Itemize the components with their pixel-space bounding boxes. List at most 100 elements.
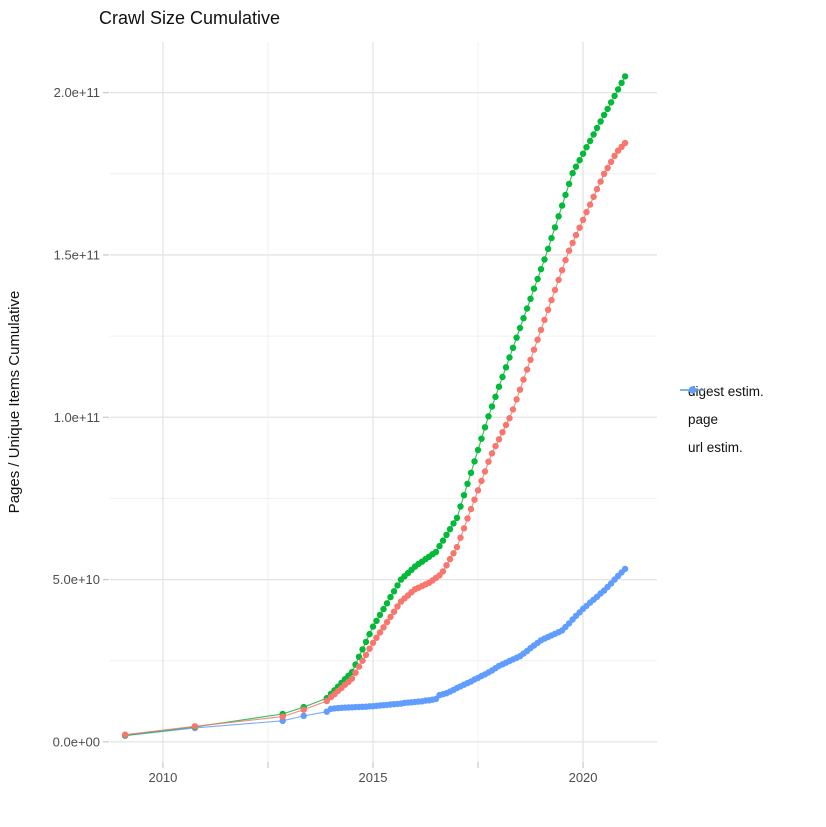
data-point-digest-estim <box>352 669 359 676</box>
data-point-page <box>376 611 384 619</box>
data-point-digest-estim <box>376 629 384 636</box>
data-point-page <box>555 213 562 220</box>
data-point-page <box>534 275 541 283</box>
data-point-url-estim <box>621 565 629 573</box>
data-point-digest-estim <box>583 208 590 216</box>
data-point-page <box>464 480 471 487</box>
data-point-page <box>530 285 538 292</box>
data-point-digest-estim <box>464 515 471 522</box>
data-point-digest-estim <box>450 550 457 557</box>
data-point-digest-estim <box>300 706 307 713</box>
data-point-digest-estim <box>348 675 356 682</box>
data-point-digest-estim <box>359 657 366 664</box>
y-tick-label: 2.0e+11 <box>54 85 100 100</box>
data-point-digest-estim <box>534 336 541 343</box>
data-point-digest-estim <box>471 496 478 503</box>
data-point-digest-estim <box>565 247 573 254</box>
data-point-page <box>478 435 485 442</box>
data-point-digest-estim <box>611 152 618 160</box>
data-point-digest-estim <box>544 306 552 313</box>
data-point-page <box>502 364 510 371</box>
data-point-digest-estim <box>499 429 506 436</box>
data-point-digest-estim <box>530 346 538 353</box>
data-point-page <box>390 588 398 595</box>
data-point-digest-estim <box>579 216 587 224</box>
data-point-digest-estim <box>537 326 545 334</box>
data-point-digest-estim <box>485 458 492 465</box>
data-point-digest-estim <box>191 723 199 730</box>
data-point-page <box>607 99 615 106</box>
data-point-page <box>366 630 373 638</box>
data-point-page <box>436 542 443 550</box>
data-point-digest-estim <box>495 436 503 443</box>
data-point-digest-estim <box>621 139 629 147</box>
data-point-page <box>509 344 517 351</box>
legend-label: digest estim. <box>688 384 764 399</box>
data-point-digest-estim <box>387 613 394 621</box>
x-tick-label: 2020 <box>569 770 598 785</box>
data-point-page <box>373 617 380 624</box>
data-point-digest-estim <box>460 525 468 532</box>
y-tick-label: 1.0e+11 <box>54 410 100 425</box>
data-point-digest-estim <box>527 356 534 363</box>
data-point-digest-estim <box>488 450 496 457</box>
data-point-digest-estim <box>506 415 513 422</box>
data-point-digest-estim <box>323 697 330 705</box>
data-point-page <box>481 424 489 431</box>
data-point-page <box>527 295 534 302</box>
data-point-digest-estim <box>121 731 129 738</box>
data-point-page <box>485 413 492 420</box>
x-tick-label: 2010 <box>148 770 177 785</box>
data-point-page <box>576 157 583 164</box>
data-point-digest-estim <box>481 468 489 475</box>
data-point-page <box>516 324 524 332</box>
data-point-page <box>450 520 457 527</box>
data-point-digest-estim <box>541 316 548 324</box>
legend-item-page: page <box>679 386 764 429</box>
data-point-page <box>446 526 454 533</box>
data-point-digest-estim <box>474 487 482 494</box>
data-point-page <box>453 514 461 522</box>
data-point-page <box>537 266 545 273</box>
data-point-page <box>499 373 506 381</box>
data-point-page <box>488 403 496 410</box>
series-line-url-estim <box>125 568 626 737</box>
data-point-digest-estim <box>457 534 464 541</box>
legend: digest estim. page url estim. <box>679 382 764 457</box>
legend-item-url-estim: url estim. <box>679 386 764 457</box>
data-point-digest-estim <box>279 713 286 720</box>
data-point-page <box>380 605 387 613</box>
data-point-page <box>387 593 394 601</box>
data-point-digest-estim <box>604 164 611 172</box>
data-point-digest-estim <box>355 663 363 670</box>
data-point-page <box>544 245 552 252</box>
data-point-page <box>583 144 590 151</box>
data-point-digest-estim <box>390 608 398 615</box>
data-point-digest-estim <box>548 296 555 304</box>
data-point-digest-estim <box>380 624 387 631</box>
data-point-page <box>520 315 527 322</box>
data-point-page <box>597 118 604 125</box>
data-point-url-estim <box>300 712 307 720</box>
data-point-digest-estim <box>520 376 527 383</box>
data-point-digest-estim <box>558 267 566 274</box>
data-point-page <box>604 105 611 113</box>
data-point-page <box>569 169 576 177</box>
data-point-page <box>460 492 468 499</box>
data-point-page <box>439 537 447 544</box>
data-point-digest-estim <box>439 568 447 575</box>
data-point-digest-estim <box>502 421 510 429</box>
data-point-page <box>513 334 520 341</box>
data-point-digest-estim <box>523 366 531 373</box>
y-tick-label: 0.0e+00 <box>53 734 100 749</box>
data-point-page <box>579 150 587 157</box>
data-point-digest-estim <box>383 618 391 626</box>
data-point-digest-estim <box>516 386 524 393</box>
data-point-digest-estim <box>593 185 601 193</box>
data-point-page <box>359 646 366 653</box>
data-point-page <box>495 383 503 390</box>
legend-key-dot-icon <box>680 386 705 394</box>
data-point-page <box>562 191 569 199</box>
data-point-digest-estim <box>597 178 604 185</box>
data-point-page <box>394 582 401 589</box>
